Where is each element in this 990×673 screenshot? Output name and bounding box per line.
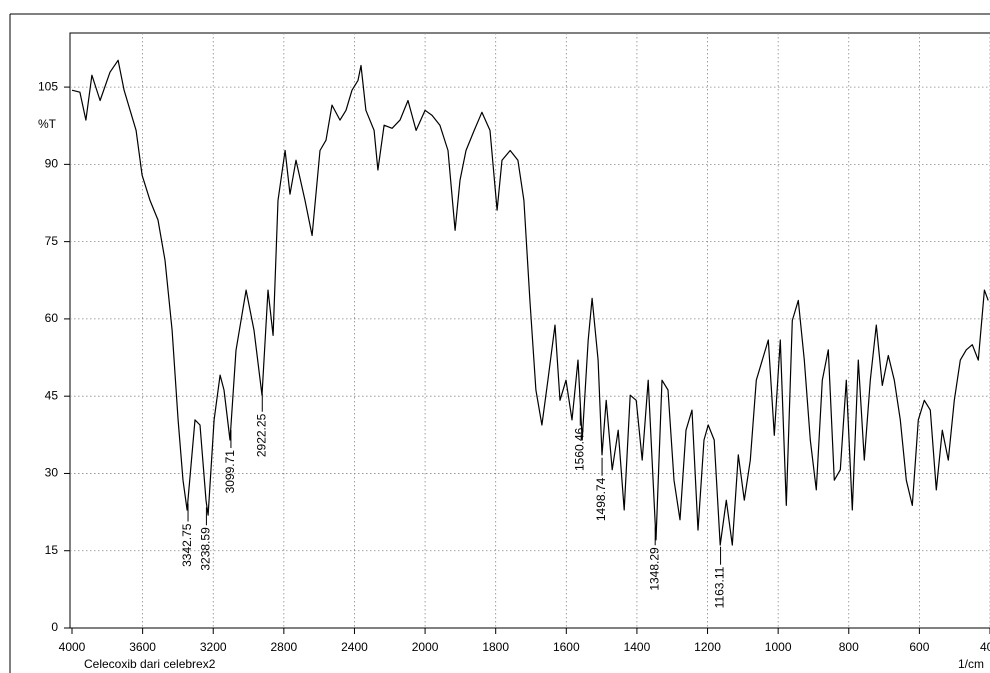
y-tick-label: 90 — [45, 157, 59, 171]
peak-label: 3099.71 — [223, 450, 237, 494]
y-tick-label: 45 — [45, 388, 59, 402]
y-tick-label: 0 — [51, 620, 58, 634]
x-tick-label: 600 — [909, 640, 929, 654]
x-axis-label: 1/cm — [958, 657, 984, 671]
peak-label: 1348.29 — [647, 547, 661, 591]
y-tick-label: 75 — [45, 234, 59, 248]
peak-label: 3342.75 — [180, 523, 194, 567]
x-tick-label: 1000 — [765, 640, 792, 654]
y-tick-label: 105 — [38, 79, 58, 93]
x-tick-label: 2000 — [412, 640, 439, 654]
x-tick-label: 3200 — [200, 640, 227, 654]
x-tick-label: 3600 — [129, 640, 156, 654]
x-tick-label: 1800 — [482, 640, 509, 654]
y-tick-label: 60 — [45, 311, 59, 325]
x-tick-label: 1200 — [694, 640, 721, 654]
peak-label: 1163.11 — [713, 566, 727, 608]
x-tick-label: 4000 — [59, 640, 86, 654]
x-tick-label: 1600 — [553, 640, 580, 654]
x-tick-label: 2400 — [341, 640, 368, 654]
y-tick-label: 30 — [45, 466, 59, 480]
y-tick-label: 15 — [45, 543, 59, 557]
peak-label: 3238.59 — [199, 527, 213, 571]
spectrum-line — [72, 60, 988, 545]
x-tick-label: 1400 — [624, 640, 651, 654]
peak-label: 1560.46 — [572, 427, 586, 471]
x-tick-label: 800 — [839, 640, 859, 654]
x-tick-label: 2800 — [270, 640, 297, 654]
x-tick-label: 400 — [980, 640, 990, 654]
peak-label: 2922.25 — [254, 413, 268, 457]
y-axis-label: %T — [38, 117, 57, 131]
chart: %T 1/cm Celecoxib dari celebrex2 0 15 30 45… — [0, 0, 990, 673]
plot — [72, 60, 988, 545]
peak-label: 1498.74 — [594, 477, 608, 521]
chart-title: Celecoxib dari celebrex2 — [84, 657, 216, 671]
